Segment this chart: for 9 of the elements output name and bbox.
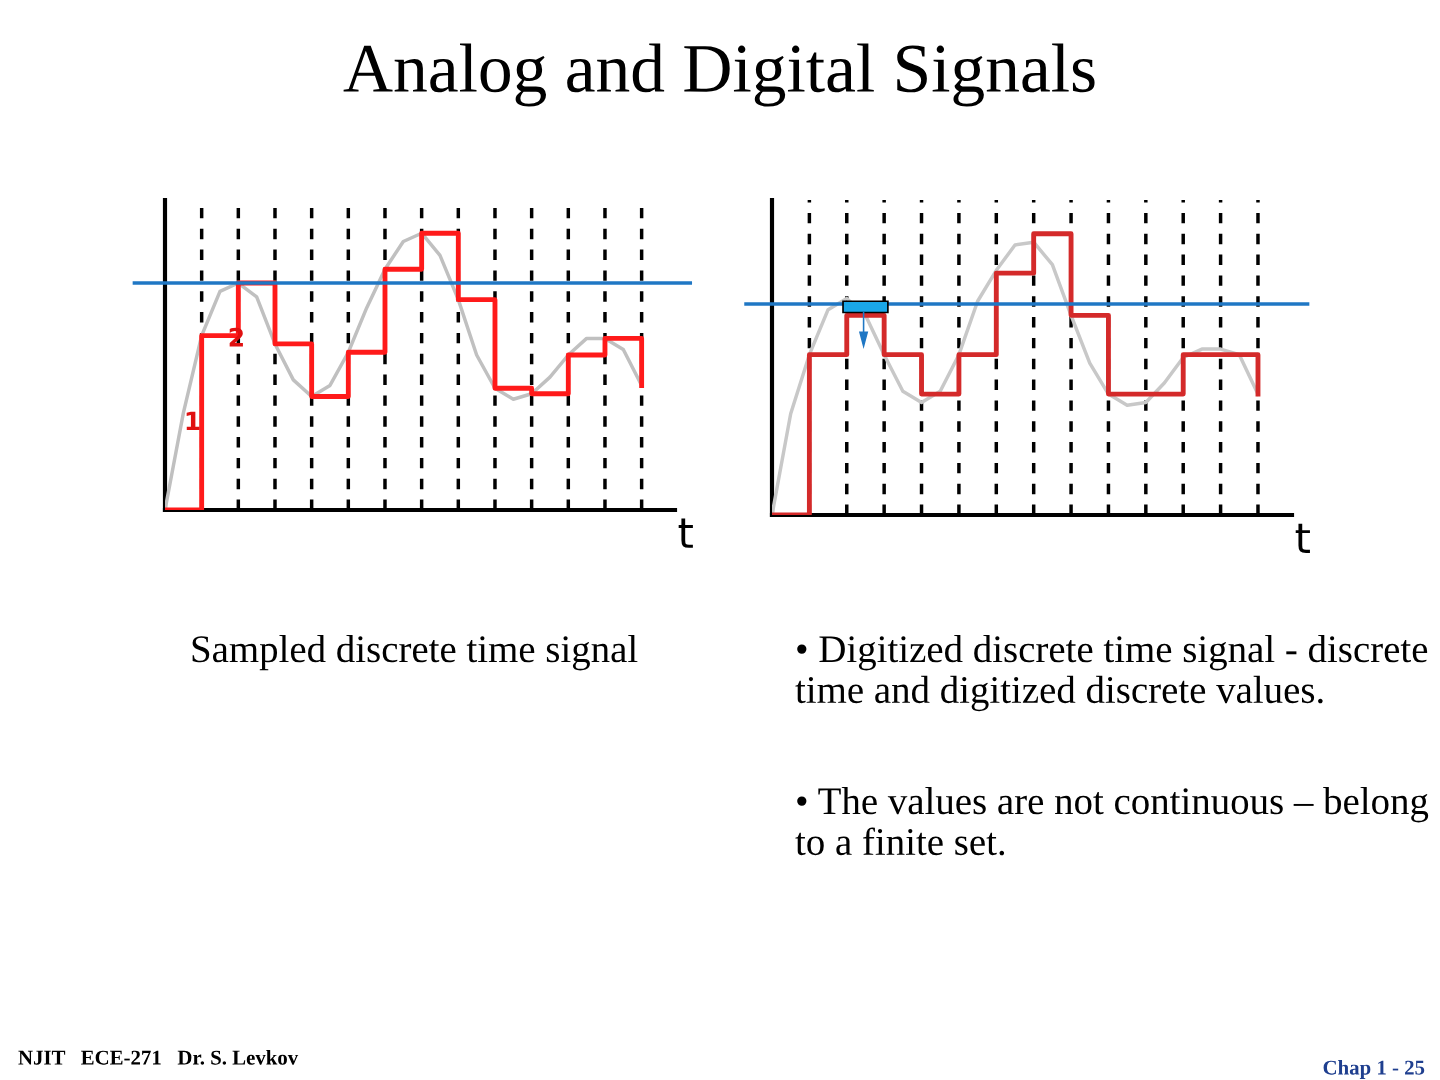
text: • Digitized discrete time signal - discrete time and digitized discrete values.: [795, 635, 1428, 712]
text: NJIT ECE-271 Dr. S. Levkov: [18, 1050, 299, 1065]
text: Sampled discrete time signal: [192, 635, 638, 671]
chart-title: Analog and Digital Signals: [343, 43, 1095, 107]
annotation: 2: [229, 327, 243, 347]
text: Chap 1 - 25: [1323, 1060, 1425, 1079]
x-axis-title: t: [1295, 523, 1310, 553]
x-axis-title: t: [678, 518, 693, 548]
text: • The values are not continuous – belong to a finite set.: [795, 787, 1429, 856]
